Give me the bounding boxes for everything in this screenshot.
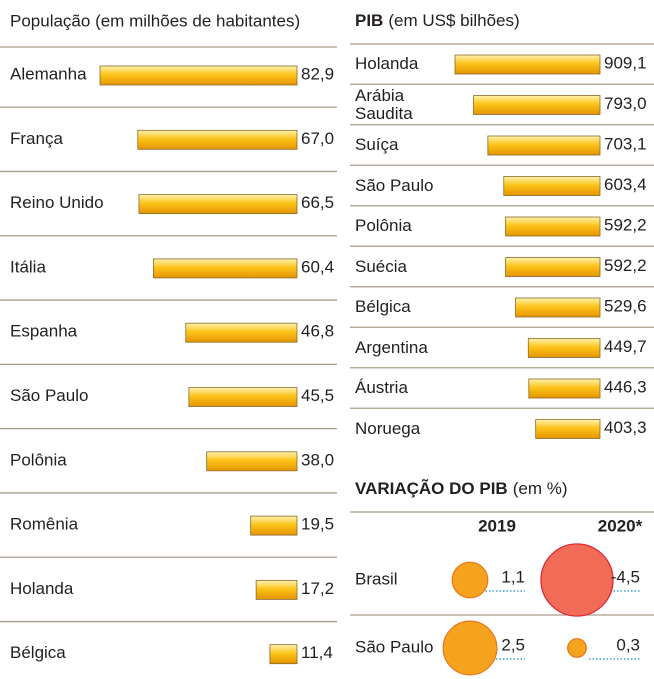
- value-label: 2,5: [501, 635, 525, 654]
- bubble: [451, 561, 489, 599]
- chart-title: População (em milhões de habitantes): [10, 11, 300, 30]
- category-label: Arábia Saudita: [355, 85, 413, 123]
- bar: [528, 378, 601, 399]
- bubble: [540, 543, 614, 617]
- value-label: 38,0: [301, 450, 334, 469]
- label-box: São Paulo: [355, 175, 434, 195]
- category-label: Suécia: [355, 256, 407, 276]
- category-label: Alemanha: [10, 64, 87, 83]
- category-label: Suíça: [355, 135, 399, 154]
- bar: [137, 129, 298, 150]
- value-label: 403,3: [604, 418, 647, 437]
- bar: [269, 644, 298, 665]
- bubble: [442, 620, 498, 676]
- title: PIB: [355, 11, 383, 30]
- category-label: São Paulo: [10, 386, 88, 405]
- bar: [185, 322, 298, 343]
- value-label: -4,5: [611, 567, 640, 586]
- category-label: Bélgica: [355, 297, 411, 316]
- bar: [503, 176, 601, 196]
- value-label: 67,0: [301, 129, 334, 148]
- value-label: 603,4: [604, 175, 647, 194]
- bar: [454, 54, 601, 75]
- bar: [527, 338, 601, 358]
- value-label: 60,4: [301, 257, 334, 276]
- bubble: [567, 638, 587, 658]
- label-box: Suíça: [355, 135, 399, 154]
- value-label: 592,2: [604, 256, 647, 275]
- category-label: Bélgica: [10, 643, 66, 662]
- value-label: 45,5: [301, 386, 334, 405]
- bar: [99, 65, 298, 86]
- subtitle: (em %): [513, 479, 568, 498]
- category-label: Argentina: [355, 337, 428, 357]
- value-label: 0,3: [616, 635, 640, 654]
- label-box: Suécia: [355, 256, 407, 276]
- subtitle: (em US$ bilhões): [388, 11, 519, 30]
- category-label: Itália: [10, 257, 46, 276]
- label-box: Arábia Saudita: [355, 85, 413, 123]
- bar: [505, 257, 601, 277]
- value-label: 449,7: [604, 337, 647, 356]
- value-label: 529,6: [604, 296, 647, 315]
- chart-title: PIB (em US$ bilhões): [355, 11, 520, 30]
- column-header: 2019: [478, 516, 516, 535]
- value-label: 793,0: [604, 94, 647, 113]
- value-label: 17,2: [301, 579, 334, 598]
- bar: [138, 194, 298, 215]
- category-label: Romênia: [10, 515, 79, 534]
- category-label: Áustria: [355, 378, 408, 397]
- value-label: 592,2: [604, 215, 647, 234]
- value-label: 19,5: [301, 515, 334, 534]
- value-label: 1,1: [501, 567, 525, 586]
- value-label: 446,3: [604, 377, 647, 396]
- label-box: Argentina: [355, 337, 428, 357]
- category-label: São Paulo: [355, 175, 434, 195]
- category-label: Polônia: [10, 450, 67, 469]
- value-label: 66,5: [301, 193, 334, 212]
- category-label: São Paulo: [355, 637, 433, 656]
- bar: [535, 419, 601, 439]
- title: VARIAÇÃO DO PIB: [355, 478, 508, 498]
- label-box: Noruega: [355, 418, 421, 438]
- bar: [206, 451, 298, 472]
- category-label: Espanha: [10, 322, 78, 341]
- bar: [255, 580, 298, 600]
- category-label: França: [10, 129, 63, 148]
- value-label: 11,4: [301, 643, 333, 662]
- bar: [188, 387, 298, 407]
- bar: [487, 135, 601, 156]
- category-label: Reino Unido: [10, 193, 104, 212]
- label-box: Holanda: [355, 54, 419, 73]
- bar: [473, 95, 601, 115]
- label-box: Polônia: [355, 216, 412, 235]
- bar: [515, 297, 601, 318]
- category-label: Noruega: [355, 418, 421, 438]
- category-label: Brasil: [355, 569, 398, 588]
- value-label: 82,9: [301, 64, 334, 83]
- category-label: Holanda: [355, 54, 419, 73]
- bar: [250, 515, 298, 536]
- value-label: 703,1: [604, 134, 647, 153]
- chart-title: VARIAÇÃO DO PIB (em %): [355, 478, 567, 498]
- value-label: 909,1: [604, 53, 647, 72]
- bar: [153, 258, 298, 279]
- category-label: Holanda: [10, 579, 74, 598]
- value-label: 46,8: [301, 322, 334, 341]
- column-header: 2020*: [598, 516, 643, 535]
- category-label: Polônia: [355, 216, 412, 235]
- label-box: Áustria: [355, 378, 408, 397]
- bar: [505, 216, 601, 237]
- label-box: Bélgica: [355, 297, 411, 316]
